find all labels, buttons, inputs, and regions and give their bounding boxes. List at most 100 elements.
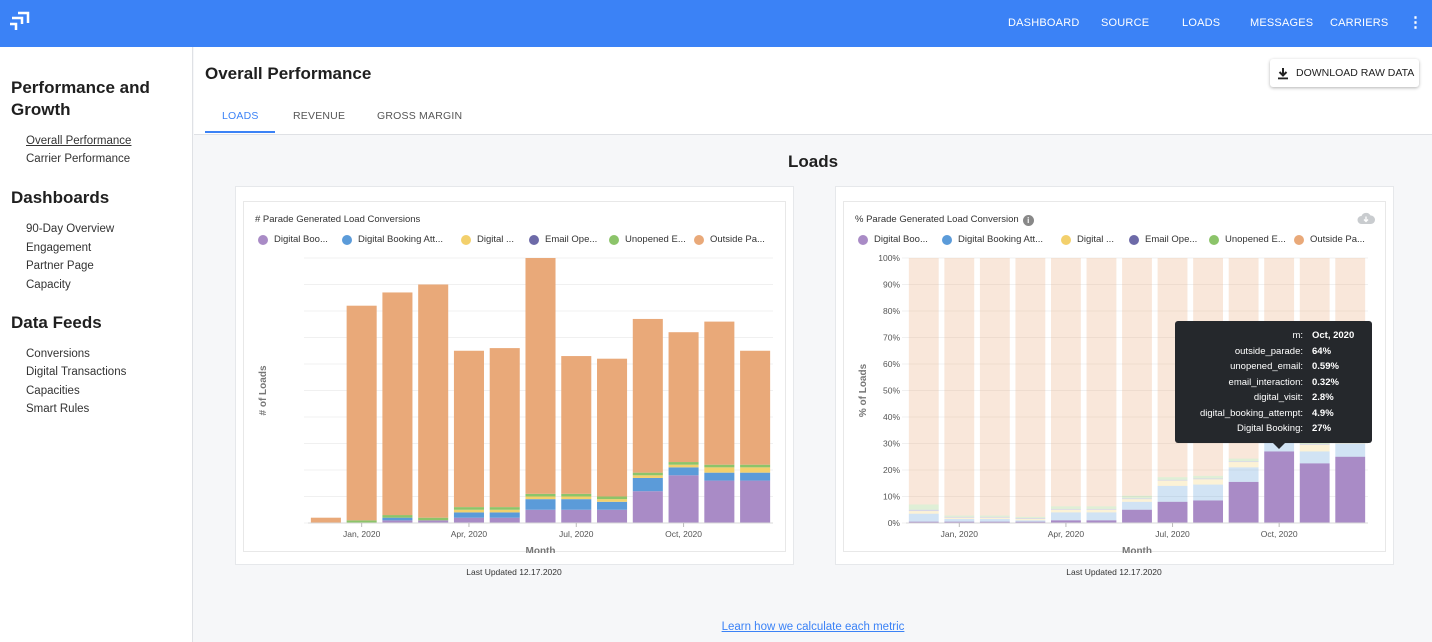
- bar-segment-unopened-email[interactable]: [1015, 516, 1046, 519]
- bar-segment-digital-booking-attempt[interactable]: [1122, 501, 1152, 510]
- bar-segment-email-interaction[interactable]: [1086, 508, 1117, 510]
- bar-segment-digital-booking[interactable]: [489, 517, 520, 523]
- bar-segment-digital-booking-attempt[interactable]: [1050, 512, 1081, 521]
- bar-segment-digital-booking-attempt[interactable]: [1193, 484, 1224, 501]
- bar-segment-digital-booking[interactable]: [1228, 481, 1259, 523]
- bar-segment-email-interaction[interactable]: [1299, 444, 1330, 445]
- bar-segment-unopened-email[interactable]: [597, 496, 628, 500]
- bar-segment-digital-visit[interactable]: [1122, 499, 1152, 502]
- bar-segment-digital-booking[interactable]: [1157, 501, 1188, 523]
- bar-segment-unopened-email[interactable]: [944, 515, 975, 517]
- cloud-download-icon[interactable]: [1357, 211, 1375, 225]
- nav-dashboard[interactable]: DASHBOARD: [1008, 17, 1080, 29]
- bar-segment-digital-visit[interactable]: [944, 517, 975, 520]
- bar-segment-digital-booking[interactable]: [632, 491, 663, 523]
- tab-gross-margin[interactable]: GROSS MARGIN: [377, 110, 463, 122]
- legend-item-unopened-email[interactable]: Unopened E...: [609, 234, 686, 245]
- bar-stack[interactable]: [489, 348, 520, 523]
- nav-messages[interactable]: MESSAGES: [1250, 17, 1314, 29]
- tab-revenue[interactable]: REVENUE: [293, 110, 346, 122]
- chart-plot[interactable]: Jan, 2020 Apr, 2020 Jul, 2020 Oct, 2020 Mont…: [244, 202, 787, 553]
- legend-item-digital-booking[interactable]: Digital Boo...: [258, 234, 328, 245]
- bar-segment-digital-visit[interactable]: [597, 499, 628, 502]
- bar-segment-unopened-email[interactable]: [1228, 458, 1259, 462]
- bar-segment-digital-visit[interactable]: [489, 509, 520, 513]
- learn-metrics-link[interactable]: Learn how we calculate each metric: [721, 621, 905, 633]
- bar-segment-digital-booking[interactable]: [668, 475, 699, 523]
- bar-stack[interactable]: [1050, 258, 1081, 523]
- bar-segment-digital-booking[interactable]: [561, 509, 592, 523]
- bar-segment-outside-parade[interactable]: [944, 258, 975, 516]
- sidebar-item-capacities[interactable]: Capacities: [26, 385, 80, 397]
- bar-stack[interactable]: [944, 258, 975, 523]
- legend-item-outside-parade[interactable]: Outside Pa...: [1294, 234, 1365, 245]
- bar-segment-unopened-email[interactable]: [453, 507, 484, 510]
- bar-segment-outside-parade[interactable]: [310, 517, 341, 523]
- bar-segment-digital-booking-attempt[interactable]: [382, 517, 413, 521]
- bar-stack[interactable]: [382, 292, 413, 523]
- bar-segment-email-interaction[interactable]: [908, 509, 939, 512]
- bar-segment-outside-parade[interactable]: [668, 332, 699, 463]
- bar-segment-outside-parade[interactable]: [418, 284, 449, 518]
- bar-segment-unopened-email[interactable]: [668, 462, 699, 465]
- bar-stack[interactable]: [704, 321, 735, 523]
- bar-segment-digital-visit[interactable]: [740, 467, 771, 473]
- sidebar-item-smart-rules[interactable]: Smart Rules: [26, 403, 90, 415]
- bar-segment-digital-visit[interactable]: [668, 464, 699, 468]
- sidebar-item-carrier-performance[interactable]: Carrier Performance: [26, 153, 131, 165]
- nav-source[interactable]: SOURCE: [1101, 17, 1150, 29]
- logo-icon[interactable]: [8, 10, 32, 34]
- bar-segment-digital-visit[interactable]: [525, 496, 556, 500]
- bar-stack[interactable]: [418, 284, 449, 524]
- bar-segment-email-interaction[interactable]: [1122, 498, 1152, 500]
- bar-segment-outside-parade[interactable]: [453, 350, 484, 508]
- legend-item-digital-booking-attempt[interactable]: Digital Booking Att...: [342, 234, 443, 245]
- bar-segment-unopened-email[interactable]: [979, 515, 1010, 517]
- bar-segment-digital-booking-attempt[interactable]: [1086, 512, 1117, 521]
- bar-segment-digital-booking-attempt[interactable]: [1299, 451, 1330, 464]
- bar-segment-email-interaction[interactable]: [1015, 518, 1046, 520]
- legend-item-digital-booking[interactable]: Digital Boo...: [858, 234, 928, 245]
- sidebar-item-overall-performance[interactable]: Overall Performance: [26, 135, 132, 147]
- info-icon[interactable]: i: [1022, 215, 1034, 226]
- legend-item-email-interaction[interactable]: Email Ope...: [529, 234, 597, 245]
- nav-loads[interactable]: LOADS: [1182, 17, 1221, 29]
- bar-segment-digital-visit[interactable]: [453, 509, 484, 513]
- bar-segment-digital-visit[interactable]: [632, 475, 663, 478]
- bar-stack[interactable]: [908, 258, 939, 523]
- bar-segment-outside-parade[interactable]: [561, 356, 592, 494]
- bar-segment-digital-booking-attempt[interactable]: [704, 472, 735, 481]
- bar-segment-unopened-email[interactable]: [740, 464, 771, 468]
- sidebar-item-partner-page[interactable]: Partner Page: [26, 260, 94, 272]
- bar-segment-outside-parade[interactable]: [908, 258, 939, 505]
- bar-segment-email-interaction[interactable]: [1193, 478, 1224, 480]
- bar-segment-unopened-email[interactable]: [1050, 506, 1081, 509]
- sidebar-item-90-day-overview[interactable]: 90-Day Overview: [26, 223, 115, 235]
- sidebar-item-engagement[interactable]: Engagement: [26, 242, 92, 254]
- bar-segment-unopened-email[interactable]: [1193, 475, 1224, 479]
- bar-segment-outside-parade[interactable]: [979, 258, 1010, 516]
- legend-item-unopened-email[interactable]: Unopened E...: [1209, 234, 1286, 245]
- bar-segment-digital-booking-attempt[interactable]: [489, 512, 520, 518]
- bar-segment-digital-booking[interactable]: [453, 517, 484, 523]
- sidebar-item-conversions[interactable]: Conversions: [26, 348, 90, 360]
- legend-item-digital-booking-attempt[interactable]: Digital Booking Att...: [942, 234, 1043, 245]
- bar-stack[interactable]: [1086, 258, 1117, 523]
- bar-segment-unopened-email[interactable]: [382, 515, 413, 518]
- bar-segment-digital-visit[interactable]: [1050, 509, 1081, 513]
- bar-segment-digital-booking[interactable]: [1050, 520, 1081, 523]
- bar-segment-outside-parade[interactable]: [346, 305, 377, 521]
- bar-segment-outside-parade[interactable]: [1122, 258, 1152, 496]
- bar-segment-digital-visit[interactable]: [1299, 444, 1330, 452]
- bar-segment-digital-booking[interactable]: [597, 509, 628, 523]
- bar-stack[interactable]: [346, 305, 377, 523]
- bar-segment-digital-booking-attempt[interactable]: [453, 512, 484, 518]
- bar-segment-outside-parade[interactable]: [489, 348, 520, 508]
- more-vert-icon[interactable]: ⋮: [1408, 14, 1423, 31]
- bar-segment-outside-parade[interactable]: [382, 292, 413, 516]
- legend-item-outside-parade[interactable]: Outside Pa...: [694, 234, 765, 245]
- bar-segment-digital-booking-attempt[interactable]: [525, 499, 556, 510]
- sidebar-item-capacity[interactable]: Capacity: [26, 279, 71, 291]
- legend-item-digital-visit[interactable]: Digital ...: [461, 234, 514, 245]
- bar-segment-digital-visit[interactable]: [1157, 480, 1188, 486]
